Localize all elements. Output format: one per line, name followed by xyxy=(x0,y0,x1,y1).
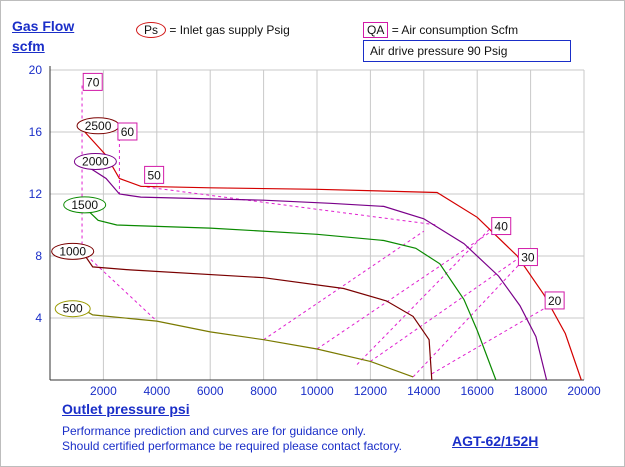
ps-label-1000: 1000 xyxy=(59,244,86,258)
qa-line-40 xyxy=(356,227,491,365)
qa-line-40 xyxy=(263,230,425,341)
series-line-1000 xyxy=(81,250,433,381)
qa-label-box-50 xyxy=(144,165,165,184)
series-line-500 xyxy=(81,308,414,378)
x-tick-label: 4000 xyxy=(143,384,170,398)
disclaimer-line-2: Should certified performance be required… xyxy=(62,439,402,453)
x-tick-label: 2000 xyxy=(90,384,117,398)
ps-label-ellipse-2000 xyxy=(73,152,117,170)
qa-label-30: 30 xyxy=(521,251,535,265)
x-tick-label: 6000 xyxy=(197,384,224,398)
x-tick-label: 18000 xyxy=(514,384,548,398)
y-tick-label: 4 xyxy=(35,311,42,325)
air-drive-pressure-box: Air drive pressure 90 Psig xyxy=(363,40,571,62)
ps-symbol: Ps xyxy=(136,22,167,38)
qa-label-box-30 xyxy=(517,248,538,267)
qa-line-30 xyxy=(370,258,518,362)
qa-description: = Air consumption Scfm xyxy=(391,23,519,37)
y-tick-label: 20 xyxy=(29,63,43,77)
y-tick-label: 8 xyxy=(35,249,42,263)
ps-label-2500: 2500 xyxy=(85,119,112,133)
ps-label-ellipse-500 xyxy=(54,300,91,318)
qa-label-50: 50 xyxy=(147,168,161,182)
x-tick-label: 8000 xyxy=(250,384,277,398)
qa-label-box-20 xyxy=(544,291,565,310)
disclaimer-line-1: Performance prediction and curves are fo… xyxy=(62,424,366,438)
y-axis-title-line-1: Gas Flow xyxy=(12,18,75,34)
x-tick-label: 12000 xyxy=(354,384,388,398)
y-tick-label: 12 xyxy=(29,187,43,201)
ps-label-ellipse-1000 xyxy=(51,242,95,260)
qa-line-30 xyxy=(412,263,521,378)
qa-label-box-60 xyxy=(117,122,138,141)
qa-label-20: 20 xyxy=(548,294,562,308)
x-axis-title: Outlet pressure psi xyxy=(62,401,190,417)
series-line-1500 xyxy=(81,204,497,381)
ps-label-1500: 1500 xyxy=(71,198,98,212)
qa-label-70: 70 xyxy=(86,75,100,89)
qa-line-40 xyxy=(316,226,499,350)
x-tick-label: 20000 xyxy=(567,384,601,398)
qa-label-60: 60 xyxy=(121,125,135,139)
key-inlet-gas: Ps = Inlet gas supply Psig xyxy=(136,22,290,38)
qa-line-50 xyxy=(81,250,158,322)
x-tick-label: 14000 xyxy=(407,384,441,398)
qa-label-box-40 xyxy=(491,217,512,236)
model-number: AGT-62/152H xyxy=(452,433,539,449)
y-tick-label: 16 xyxy=(29,125,43,139)
qa-symbol: QA xyxy=(363,22,389,38)
ps-description: = Inlet gas supply Psig xyxy=(169,23,290,37)
series-line-2000 xyxy=(81,162,548,381)
qa-label-box-70 xyxy=(82,72,103,91)
ps-label-500: 500 xyxy=(63,302,83,316)
x-tick-label: 16000 xyxy=(461,384,495,398)
ps-label-ellipse-1500 xyxy=(63,196,107,214)
x-tick-label: 10000 xyxy=(300,384,334,398)
key-air-consumption: QA = Air consumption Scfm xyxy=(363,22,518,38)
ps-label-2000: 2000 xyxy=(82,154,109,168)
qa-label-40: 40 xyxy=(495,220,509,234)
qa-line-50 xyxy=(140,185,438,226)
y-axis-title-line-2: scfm xyxy=(12,38,45,54)
